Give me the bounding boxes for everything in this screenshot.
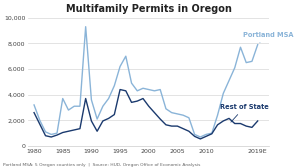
Text: Portland MSA: Portland MSA xyxy=(243,32,294,43)
Text: Rest of State: Rest of State xyxy=(220,104,269,122)
Title: Multifamily Permits in Oregon: Multifamily Permits in Oregon xyxy=(66,4,232,14)
Text: Portland MSA: 5 Oregon counties only  |  Source: HUD, Oregon Office of Economic : Portland MSA: 5 Oregon counties only | S… xyxy=(3,163,200,167)
